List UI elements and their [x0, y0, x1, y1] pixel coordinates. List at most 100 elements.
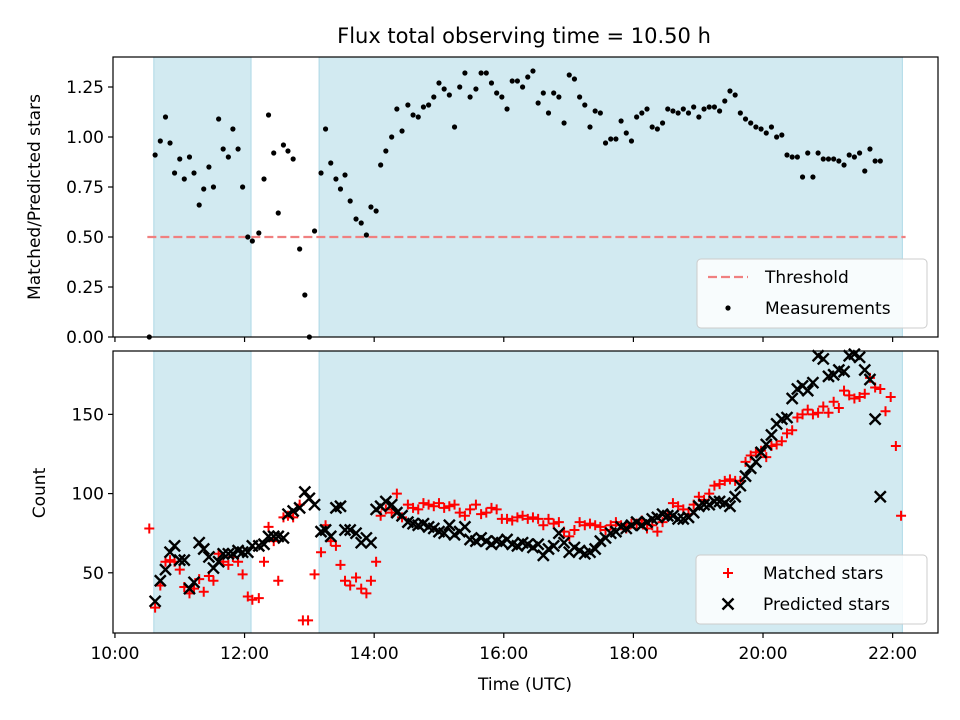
measurement-point	[701, 106, 707, 112]
predicted-star-point	[197, 542, 211, 556]
measurement-point	[504, 106, 510, 112]
matched-star-point	[584, 518, 595, 529]
legend-measurements-swatch	[725, 305, 731, 311]
matched-star-point	[481, 507, 492, 518]
predicted-star-point	[853, 350, 866, 364]
predicted-star-point	[222, 547, 235, 561]
matched-star-point	[273, 575, 284, 586]
measurement-point	[856, 150, 863, 156]
measurement-point	[451, 124, 458, 130]
legend-box	[695, 554, 928, 625]
measurement-point	[820, 156, 826, 162]
top-panel: 0.00 0.25 0.50 0.75 1.00 1.25 Matched/Predict…	[25, 56, 939, 348]
measurement-point	[467, 94, 473, 100]
measurement-point	[441, 86, 447, 92]
measurement-point	[436, 80, 442, 86]
measurement-point	[261, 176, 267, 182]
predicted-star-point	[733, 479, 747, 493]
matched-star-point	[428, 501, 439, 512]
measurement-point	[794, 154, 800, 160]
matched-star-point	[507, 515, 518, 526]
matched-star-point	[859, 388, 870, 399]
matched-star-point	[797, 409, 808, 420]
measurement-point	[628, 138, 635, 144]
measurement-point	[768, 124, 775, 130]
predicted-star-point	[187, 575, 201, 589]
matched-star-point	[330, 540, 341, 551]
measurement-point	[473, 86, 479, 92]
measurement-point	[877, 158, 883, 164]
y-tick-label: 1.00	[66, 128, 104, 148]
legend-measurements-label: Measurements	[765, 299, 891, 319]
matched-star-point	[792, 412, 803, 423]
measurement-point	[171, 170, 178, 176]
measurement-point	[758, 126, 764, 132]
matched-star-point	[818, 401, 829, 412]
matched-star-point	[833, 403, 844, 414]
matched-star-point	[391, 488, 402, 499]
predicted-star-point	[458, 520, 472, 534]
measurement-point	[328, 160, 334, 166]
bottom-x-axis-label: Time (UTC)	[477, 675, 572, 695]
predicted-star-point	[202, 550, 216, 564]
predicted-star-point	[739, 469, 752, 483]
matched-star-point	[823, 407, 834, 418]
matched-star-point	[802, 404, 813, 415]
predicted-star-point	[671, 512, 685, 526]
matched-star-point	[402, 499, 413, 510]
top-y-axis-label: Matched/Predicted stars	[25, 94, 45, 300]
measurement-point	[649, 124, 655, 130]
bottom-axes-frame	[112, 350, 939, 634]
matched-star-point	[144, 523, 155, 534]
matched-star-point	[538, 520, 549, 531]
matched-star-point	[465, 504, 476, 515]
predicted-star-point	[212, 555, 225, 569]
matched-star-point	[595, 521, 606, 532]
measurement-point	[535, 100, 541, 106]
y-tick-label: 0.25	[66, 278, 104, 298]
measurement-point	[265, 112, 272, 118]
matched-star-point	[470, 499, 481, 510]
measurement-point	[872, 158, 878, 164]
measurement-point	[654, 126, 660, 132]
legend-matched-swatch	[723, 568, 733, 578]
predicted-star-point	[759, 438, 773, 451]
measurement-point	[373, 208, 379, 214]
x-tick-label: 18:00	[609, 644, 658, 664]
matched-star-point	[548, 518, 559, 529]
matched-star-point	[512, 512, 523, 523]
y-tick-label: 0.00	[66, 328, 104, 348]
predicted-star-point	[168, 539, 181, 553]
predicted-star-point	[837, 365, 851, 378]
legend-box	[696, 258, 928, 329]
measurement-point	[680, 106, 686, 112]
predicted-star-point	[183, 582, 196, 595]
predicted-star-point	[148, 594, 162, 608]
x-tick-label: 22:00	[868, 644, 917, 664]
matched-star-point	[259, 556, 270, 567]
matched-star-point	[745, 450, 756, 461]
matched-star-point	[807, 409, 818, 420]
matched-star-point	[667, 498, 678, 509]
measurement-point	[623, 130, 629, 136]
measurement-point	[597, 110, 603, 116]
measurement-point	[815, 150, 821, 156]
measurement-point	[851, 154, 857, 160]
matched-star-point	[828, 396, 839, 407]
predicted-star-point	[173, 553, 187, 567]
measurement-point	[415, 114, 421, 120]
measurement-point	[333, 176, 339, 182]
legend-predicted-swatch	[721, 597, 735, 611]
predicted-star-point	[324, 530, 338, 543]
y-tick-label: 150	[72, 405, 104, 425]
measurement-point	[210, 184, 217, 190]
measurement-point	[285, 148, 291, 154]
predicted-star-point	[286, 504, 300, 518]
bottom-x-ticks: 10:00 12:00 14:00 16:00 18:00 20:00 22:00	[90, 633, 917, 664]
predicted-star-point	[177, 553, 191, 567]
measurement-point	[363, 232, 369, 238]
bottom-y-axis-label: Count	[30, 467, 50, 518]
matched-star-point	[813, 407, 824, 418]
measurement-point	[162, 114, 169, 120]
